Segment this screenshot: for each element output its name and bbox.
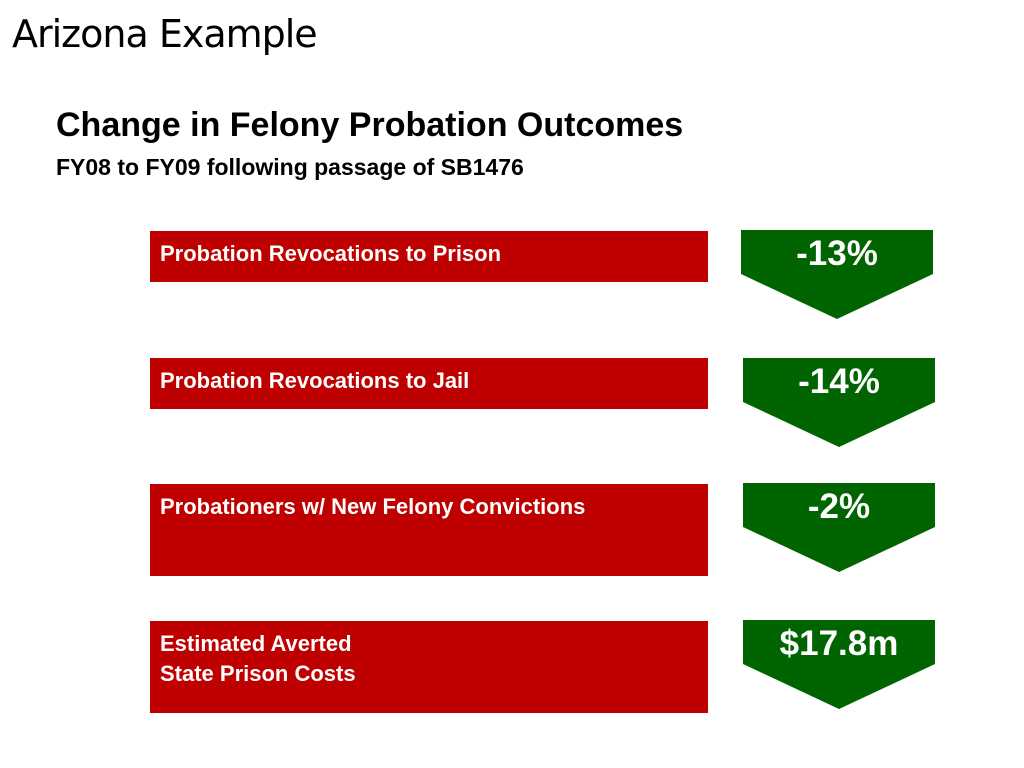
down-arrow-shape [743,358,935,447]
outcome-label: Probation Revocations to Jail [160,368,470,393]
chart-subheading: FY08 to FY09 following passage of SB1476 [56,154,524,180]
outcome-label: Probation Revocations to Prison [160,241,502,266]
outcome-change-value: $17.8m [779,624,899,663]
outcome-change-value: -14% [798,362,880,401]
chart-heading: Change in Felony Probation Outcomes [56,106,684,144]
outcome-bar-prison-revocations: Probation Revocations to Prison [150,231,708,282]
down-arrow-icon: -13% [741,230,933,320]
down-arrow-icon: -2% [743,483,935,573]
down-arrow-icon: -14% [743,358,935,448]
down-arrow-icon: $17.8m [743,620,935,710]
outcome-label-line2: State Prison Costs [160,661,356,686]
down-arrow-shape [743,620,935,709]
slide-title: Arizona Example [12,12,318,56]
outcome-bar-jail-revocations: Probation Revocations to Jail [150,358,708,409]
outcome-bar-averted-costs: Estimated Averted State Prison Costs [150,621,708,713]
outcome-bar-new-felony-convictions: Probationers w/ New Felony Convictions [150,484,708,576]
outcome-label-line1: Estimated Averted [160,631,352,656]
outcome-label: Probationers w/ New Felony Convictions [160,494,586,519]
outcome-change-value: -2% [807,487,871,526]
outcome-change-value: -13% [796,234,878,273]
down-arrow-shape [741,230,933,319]
down-arrow-shape [743,483,935,572]
